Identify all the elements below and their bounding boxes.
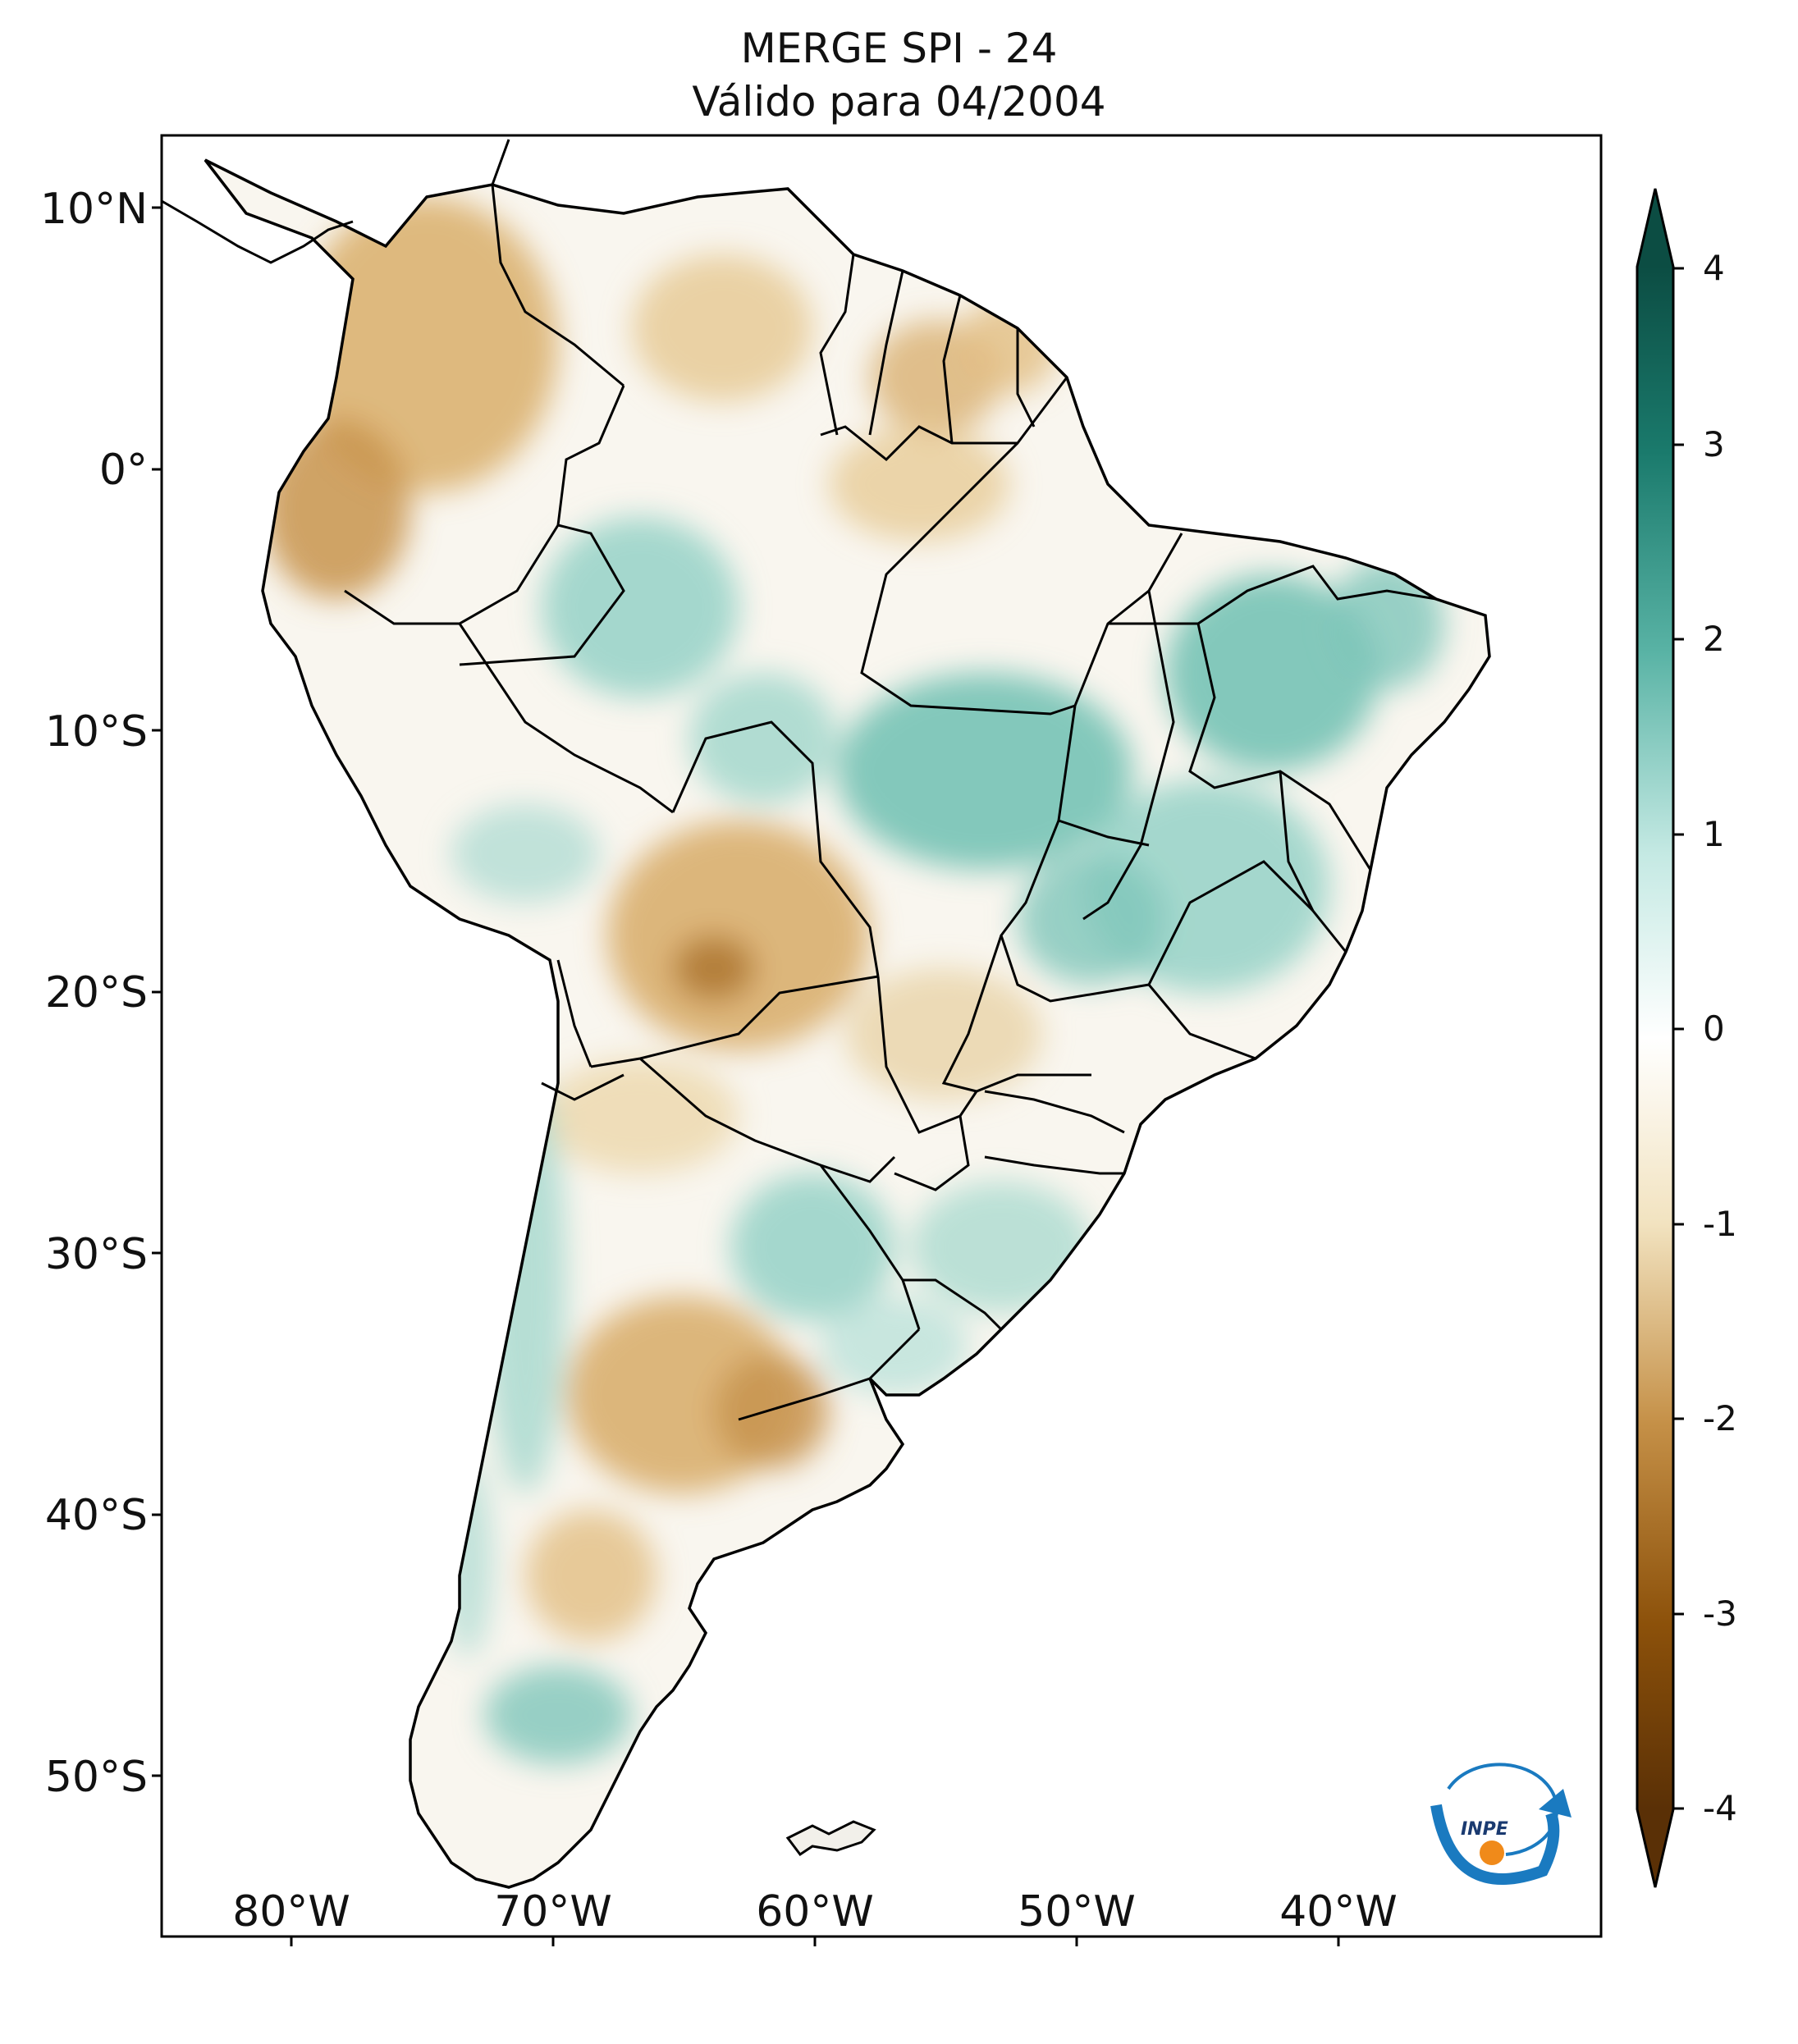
axis-ticks bbox=[152, 206, 1340, 1946]
lat-label-0: 0° bbox=[98, 446, 148, 495]
lat-label-30s: 30°S bbox=[44, 1230, 148, 1279]
colorbar-tick-neg4: -4 bbox=[1703, 1788, 1737, 1828]
internal-borders bbox=[344, 139, 1437, 1421]
colorbar-tick-1: 1 bbox=[1703, 814, 1725, 854]
lat-label-20s: 20°S bbox=[44, 968, 148, 1017]
lat-label-50s: 50°S bbox=[44, 1753, 148, 1802]
svg-text:INPE: INPE bbox=[1461, 1819, 1508, 1840]
falkland-islands bbox=[785, 1820, 876, 1857]
colorbar-tick-neg2: -2 bbox=[1703, 1398, 1737, 1438]
lat-label-10n: 10°N bbox=[39, 185, 148, 234]
colorbar-tick-neg1: -1 bbox=[1703, 1204, 1737, 1244]
inpe-logo: INPE bbox=[1430, 1763, 1572, 1885]
colorbar-tick-0: 0 bbox=[1703, 1008, 1725, 1049]
lon-label-40w: 40°W bbox=[1279, 1887, 1398, 1937]
colorbar-tick-4: 4 bbox=[1703, 248, 1725, 288]
central-america-coast bbox=[161, 199, 354, 264]
map-subtitle: Válido para 04/2004 bbox=[692, 78, 1106, 126]
lon-label-70w: 70°W bbox=[494, 1887, 612, 1937]
colorbar bbox=[1636, 188, 1684, 1888]
lon-label-60w: 60°W bbox=[756, 1887, 874, 1937]
map-title: MERGE SPI - 24 bbox=[740, 25, 1058, 72]
colorbar-tick-3: 3 bbox=[1703, 424, 1725, 464]
lon-label-80w: 80°W bbox=[232, 1887, 350, 1937]
colorbar-tick-2: 2 bbox=[1703, 619, 1725, 659]
colorbar-tick-neg3: -3 bbox=[1703, 1594, 1737, 1634]
lat-label-40s: 40°S bbox=[44, 1491, 148, 1540]
lon-label-50w: 50°W bbox=[1018, 1887, 1136, 1937]
lat-label-10s: 10°S bbox=[44, 707, 148, 757]
